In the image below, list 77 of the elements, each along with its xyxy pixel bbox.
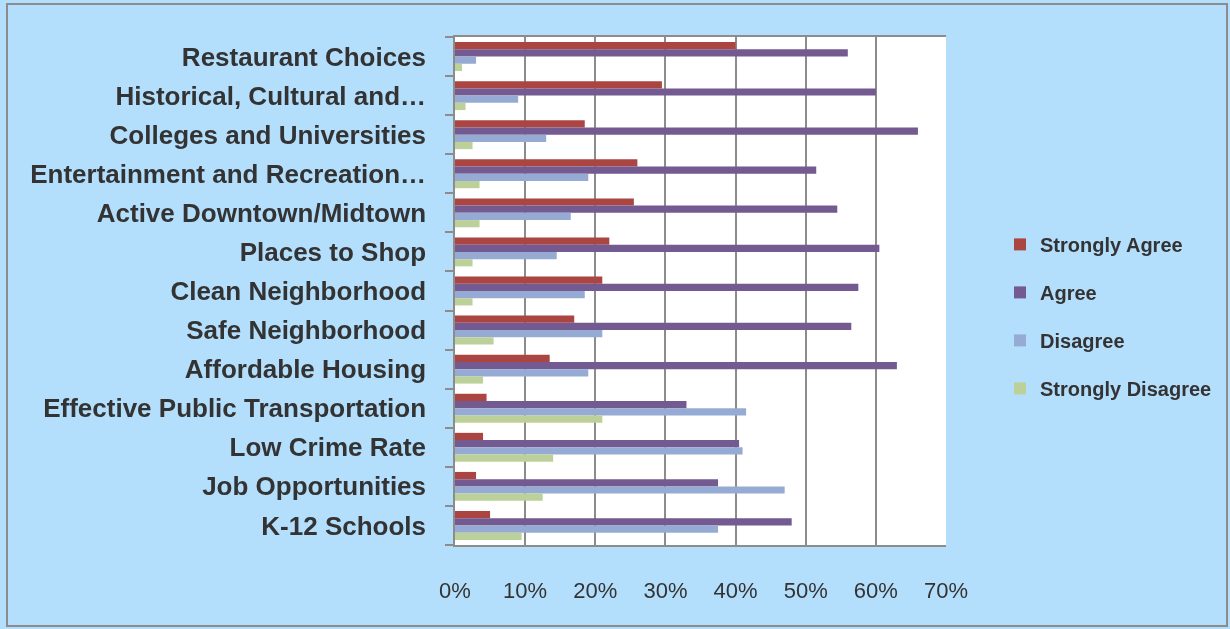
bar: [455, 173, 589, 181]
bar: [455, 493, 543, 501]
bar: [455, 518, 792, 526]
bar: [455, 393, 487, 401]
bar: [455, 251, 557, 260]
y-tick-label: Safe Neighborhood: [186, 315, 427, 346]
bar: [455, 42, 736, 50]
x-tick-label: 40%: [713, 578, 758, 604]
bar: [455, 361, 897, 370]
legend-label: Disagree: [1040, 330, 1125, 353]
x-tick-label: 70%: [923, 578, 969, 604]
bar: [455, 525, 719, 533]
bar: [455, 166, 817, 174]
y-tick-label: Job Opportunities: [202, 471, 427, 502]
x-tick-label: 10%: [503, 578, 548, 604]
bar: [455, 134, 547, 142]
bar: [455, 220, 480, 228]
bar: [455, 440, 740, 448]
bar: [455, 244, 880, 252]
bar: [455, 291, 585, 299]
y-tick-label: Active Downtown/Midtown: [96, 197, 427, 228]
bar: [455, 56, 477, 64]
bar: [455, 63, 463, 71]
bar: [455, 283, 859, 291]
bar: [455, 276, 603, 284]
bar: [455, 479, 719, 487]
y-tick-label: Historical, Cultural and…: [115, 80, 427, 111]
y-tick-label: Entertainment and Recreation…: [30, 158, 427, 189]
bar: [455, 447, 743, 455]
bar: [455, 102, 466, 111]
bar: [455, 401, 687, 409]
legend-label: Agree: [1040, 282, 1097, 305]
bar: [455, 120, 585, 128]
bar: [455, 471, 477, 480]
bar: [455, 95, 519, 103]
bar: [455, 259, 473, 267]
legend-label: Strongly Agree: [1040, 234, 1183, 257]
y-tick-label: Effective Public Transportation: [43, 393, 427, 424]
bar: [455, 159, 638, 167]
bar: [455, 486, 785, 494]
bar: [455, 198, 634, 206]
bar: [455, 181, 480, 189]
bar: [455, 315, 575, 323]
y-tick-label: Colleges and Universities: [109, 119, 427, 150]
bar: [455, 205, 838, 213]
bar: [455, 49, 848, 57]
y-tick-label: Clean Neighborhood: [170, 276, 427, 307]
bar: [455, 376, 484, 384]
y-tick-label: Places to Shop: [239, 237, 427, 268]
y-tick-label: Low Crime Rate: [229, 432, 427, 463]
bar: [455, 237, 610, 245]
bar: [455, 415, 603, 423]
bar: [455, 88, 876, 96]
bar: [455, 432, 484, 441]
bar: [455, 532, 522, 540]
bar: [455, 298, 473, 306]
y-tick-label: K-12 Schools: [261, 510, 427, 541]
y-tick-label: Restaurant Choices: [181, 41, 427, 72]
bar: [455, 322, 852, 331]
bar: [455, 127, 918, 135]
x-tick-label: 0%: [439, 578, 471, 604]
bar: [455, 354, 550, 362]
x-tick-label: 20%: [573, 578, 618, 604]
x-tick-label: 60%: [853, 578, 898, 604]
y-tick-label: Affordable Housing: [184, 354, 427, 385]
bar: [455, 511, 491, 519]
bar: [455, 212, 571, 221]
bar: [455, 369, 589, 377]
bar: [455, 141, 473, 150]
bar: [455, 408, 747, 416]
bar: [455, 330, 603, 338]
bar: [455, 81, 662, 89]
legend-label: Strongly Disagree: [1040, 378, 1212, 401]
bar: [455, 454, 554, 462]
x-tick-label: 50%: [783, 578, 828, 604]
x-tick-label: 30%: [643, 578, 688, 604]
bar: [455, 337, 494, 345]
